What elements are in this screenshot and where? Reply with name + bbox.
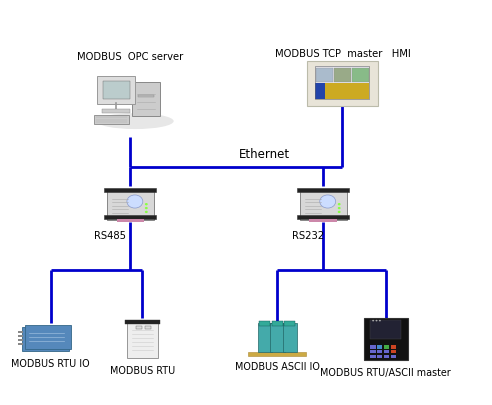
FancyBboxPatch shape — [107, 189, 154, 220]
Bar — [138, 95, 154, 98]
Bar — [370, 345, 375, 349]
Circle shape — [320, 195, 336, 208]
Bar — [102, 109, 130, 113]
FancyBboxPatch shape — [300, 189, 346, 220]
Bar — [103, 81, 130, 99]
Text: MODBUS RTU: MODBUS RTU — [110, 366, 175, 376]
Bar — [384, 354, 389, 358]
FancyBboxPatch shape — [132, 82, 160, 116]
FancyBboxPatch shape — [258, 323, 272, 352]
Bar — [377, 354, 382, 358]
Circle shape — [372, 320, 374, 322]
Text: MODBUS RTU IO: MODBUS RTU IO — [11, 359, 90, 369]
Text: RS232: RS232 — [292, 231, 324, 241]
Bar — [377, 350, 382, 353]
Circle shape — [145, 207, 148, 209]
Circle shape — [379, 320, 381, 322]
FancyBboxPatch shape — [22, 327, 69, 351]
Bar — [325, 83, 369, 99]
Bar — [315, 66, 369, 99]
FancyBboxPatch shape — [93, 115, 129, 124]
Bar — [315, 83, 325, 99]
FancyBboxPatch shape — [364, 318, 408, 360]
Bar — [18, 331, 23, 333]
Circle shape — [127, 195, 143, 208]
Bar — [136, 326, 142, 329]
Bar — [18, 339, 23, 341]
Bar — [316, 68, 334, 82]
Circle shape — [338, 207, 340, 209]
Bar — [259, 321, 270, 326]
Bar — [284, 321, 295, 326]
FancyBboxPatch shape — [282, 323, 297, 352]
Bar — [18, 335, 23, 337]
Bar — [334, 68, 351, 82]
Bar — [125, 320, 160, 324]
Text: Ethernet: Ethernet — [239, 148, 290, 161]
FancyBboxPatch shape — [307, 61, 378, 106]
Circle shape — [375, 320, 377, 322]
Bar — [384, 345, 389, 349]
Ellipse shape — [96, 113, 174, 129]
FancyBboxPatch shape — [25, 325, 71, 349]
Bar — [370, 350, 375, 353]
Bar — [377, 345, 382, 349]
Text: RS485: RS485 — [94, 231, 126, 241]
Bar — [297, 215, 349, 220]
Text: MODBUS  OPC server: MODBUS OPC server — [77, 51, 184, 62]
Circle shape — [145, 203, 148, 205]
Bar — [248, 352, 306, 356]
Bar — [352, 68, 369, 82]
Bar — [391, 345, 396, 349]
Bar — [272, 321, 283, 326]
Bar — [104, 215, 156, 220]
Bar — [315, 66, 369, 99]
Circle shape — [338, 203, 340, 205]
Bar — [370, 354, 375, 358]
Text: MODBUS TCP  master   HMI: MODBUS TCP master HMI — [275, 49, 410, 59]
Bar — [391, 354, 396, 358]
Text: MODBUS ASCII IO: MODBUS ASCII IO — [235, 362, 320, 372]
Bar — [384, 350, 389, 353]
Bar — [391, 350, 396, 353]
Circle shape — [338, 211, 340, 213]
Bar — [309, 219, 337, 222]
FancyBboxPatch shape — [270, 323, 284, 352]
Bar — [18, 343, 23, 345]
Bar — [297, 188, 349, 192]
Bar — [104, 188, 156, 192]
Circle shape — [145, 211, 148, 213]
Text: MODBUS RTU/ASCII master: MODBUS RTU/ASCII master — [320, 368, 451, 378]
Bar — [370, 320, 401, 339]
Bar — [145, 326, 151, 329]
Bar — [117, 219, 144, 222]
FancyBboxPatch shape — [127, 321, 158, 358]
FancyBboxPatch shape — [97, 76, 135, 104]
